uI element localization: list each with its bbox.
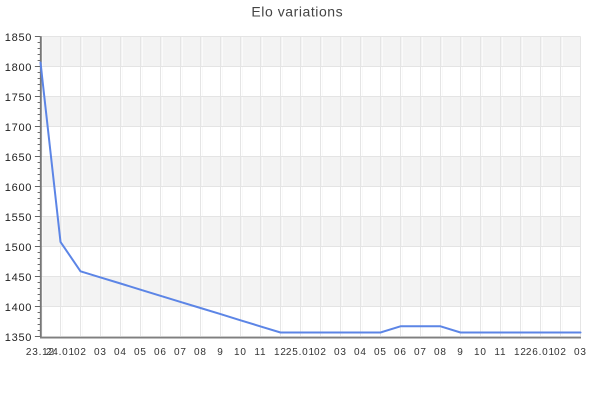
svg-text:08: 08 bbox=[434, 347, 447, 358]
svg-text:03: 03 bbox=[574, 347, 587, 358]
svg-text:11: 11 bbox=[494, 347, 506, 358]
svg-text:9: 9 bbox=[217, 347, 223, 358]
svg-text:05: 05 bbox=[134, 347, 147, 358]
svg-text:1450: 1450 bbox=[5, 272, 32, 284]
svg-text:Elo variations: Elo variations bbox=[251, 4, 343, 20]
svg-text:02: 02 bbox=[74, 347, 87, 358]
svg-text:24.01: 24.01 bbox=[46, 347, 75, 358]
svg-text:10: 10 bbox=[474, 347, 487, 358]
svg-text:1700: 1700 bbox=[5, 122, 32, 134]
svg-text:1750: 1750 bbox=[5, 92, 32, 104]
svg-text:04: 04 bbox=[354, 347, 367, 358]
svg-text:06: 06 bbox=[154, 347, 167, 358]
svg-text:07: 07 bbox=[414, 347, 427, 358]
svg-text:1850: 1850 bbox=[5, 32, 32, 44]
svg-text:26.01: 26.01 bbox=[526, 347, 555, 358]
svg-text:1500: 1500 bbox=[5, 242, 32, 254]
svg-text:11: 11 bbox=[254, 347, 266, 358]
svg-text:25.01: 25.01 bbox=[286, 347, 315, 358]
svg-text:1550: 1550 bbox=[5, 212, 32, 224]
svg-text:07: 07 bbox=[174, 347, 187, 358]
svg-text:12: 12 bbox=[274, 347, 287, 358]
svg-text:02: 02 bbox=[554, 347, 567, 358]
svg-text:1400: 1400 bbox=[5, 302, 32, 314]
svg-text:10: 10 bbox=[234, 347, 247, 358]
svg-text:1650: 1650 bbox=[5, 152, 32, 164]
svg-text:12: 12 bbox=[514, 347, 527, 358]
svg-text:1350: 1350 bbox=[5, 332, 32, 344]
svg-text:9: 9 bbox=[457, 347, 463, 358]
svg-text:05: 05 bbox=[374, 347, 387, 358]
svg-text:06: 06 bbox=[394, 347, 407, 358]
svg-text:03: 03 bbox=[334, 347, 347, 358]
svg-text:04: 04 bbox=[114, 347, 127, 358]
svg-text:1600: 1600 bbox=[5, 182, 32, 194]
svg-text:1800: 1800 bbox=[5, 62, 32, 74]
svg-text:23.12: 23.12 bbox=[26, 347, 55, 358]
svg-text:02: 02 bbox=[314, 347, 327, 358]
svg-text:03: 03 bbox=[94, 347, 107, 358]
svg-text:08: 08 bbox=[194, 347, 207, 358]
